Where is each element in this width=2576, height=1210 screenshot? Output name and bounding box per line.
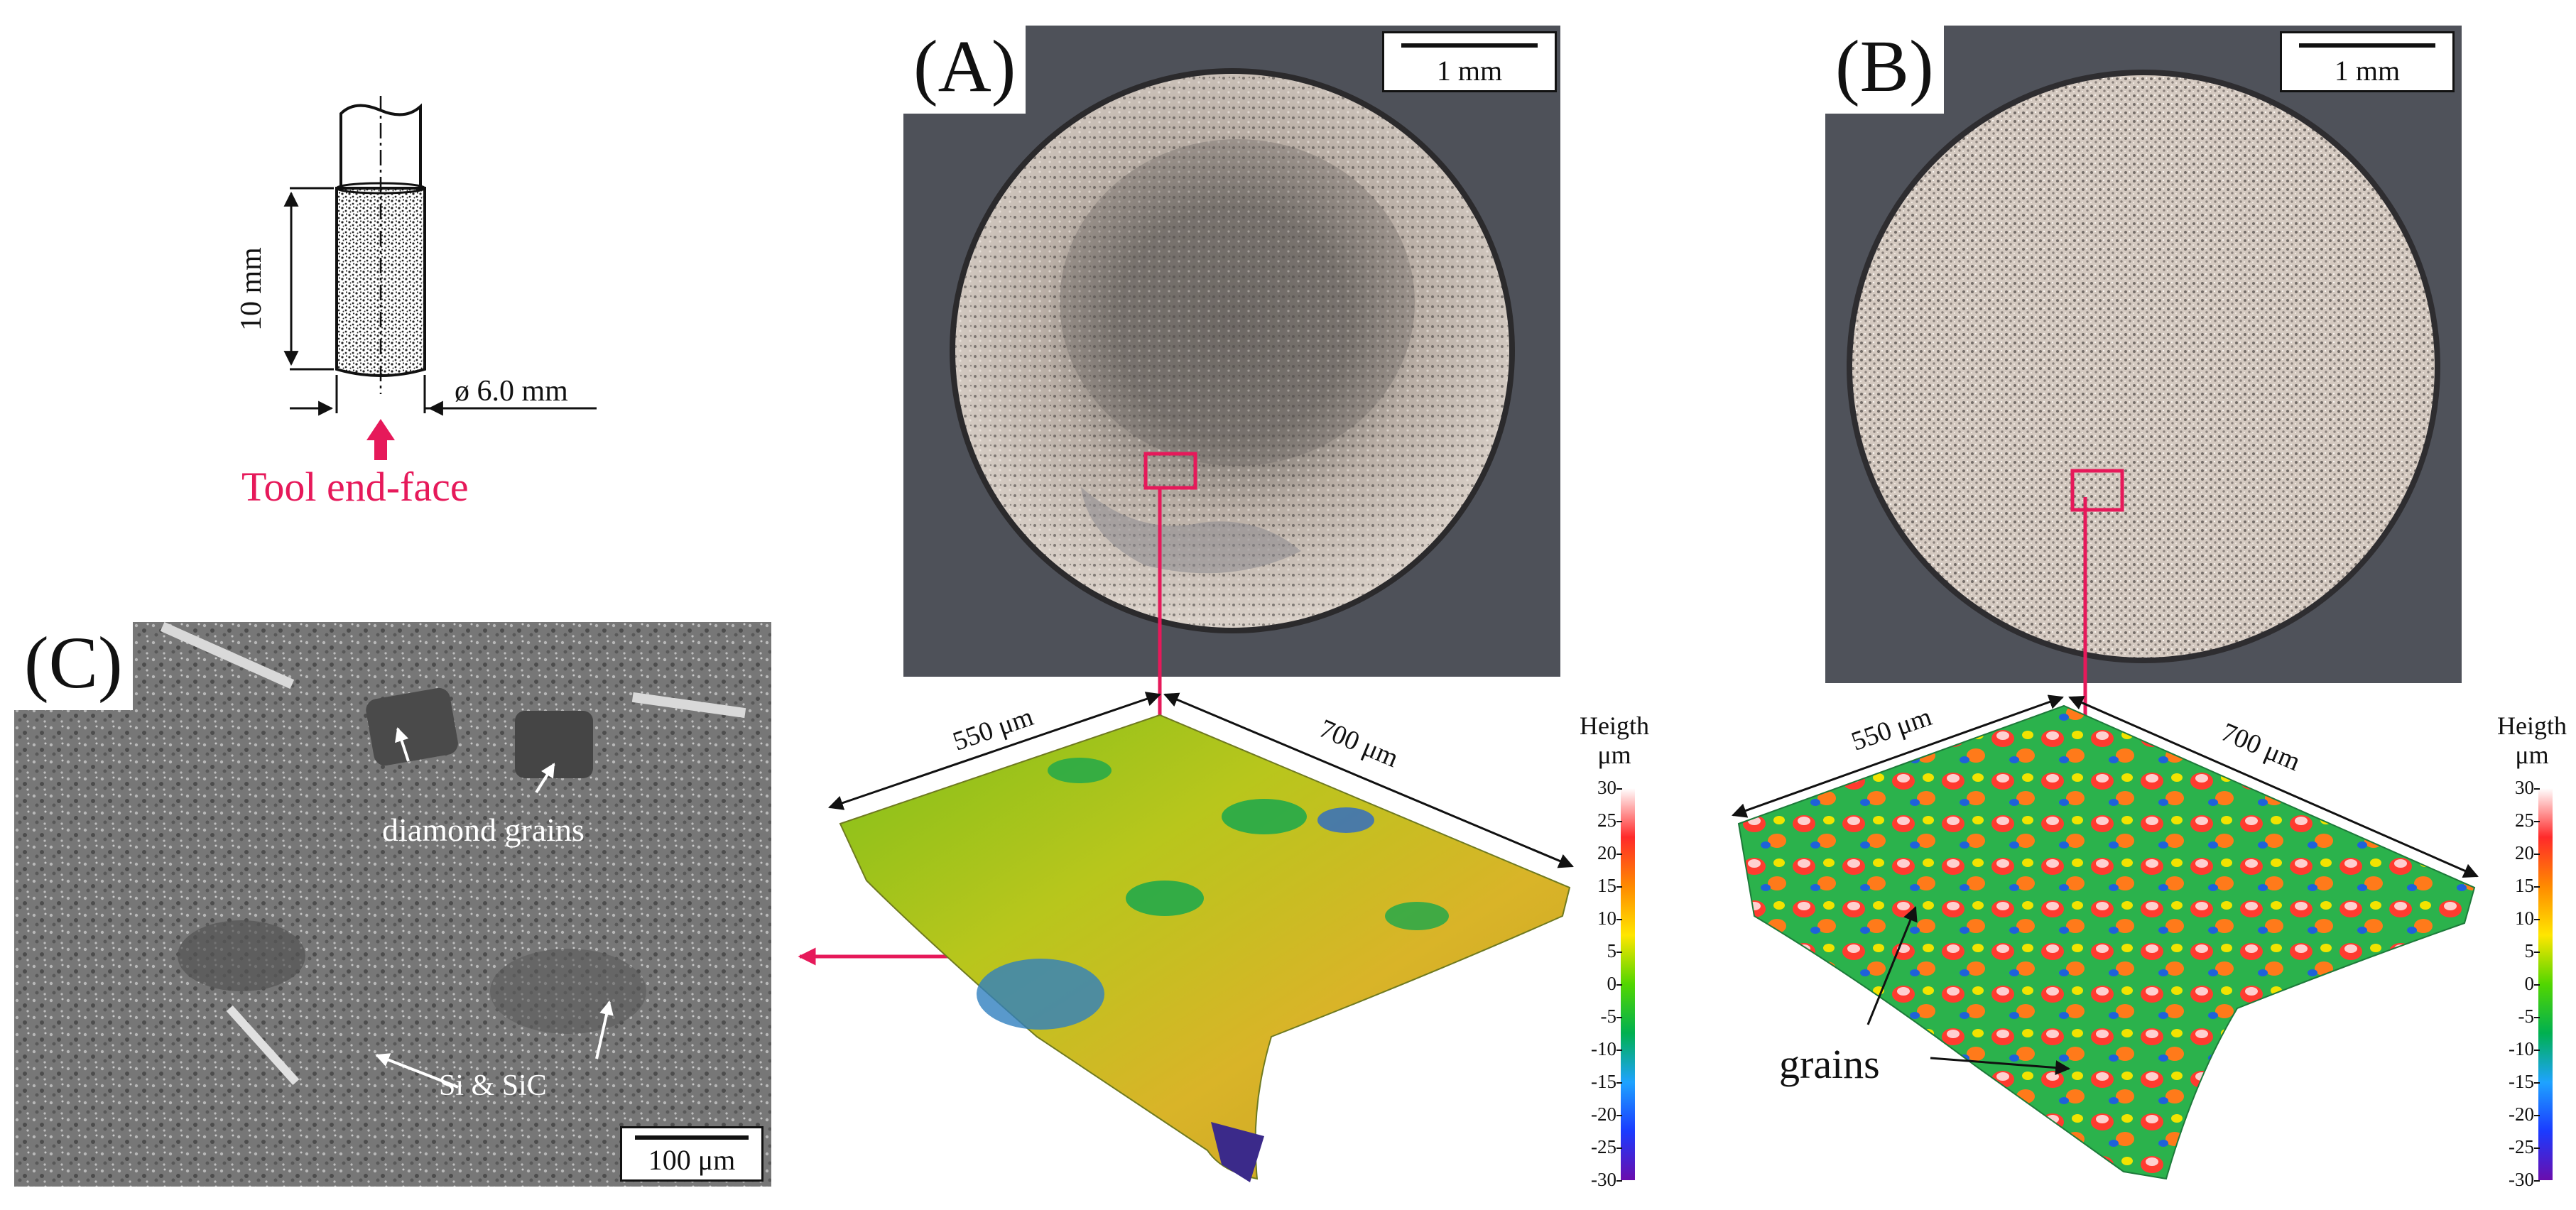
colorbar-tick-mark [2534, 886, 2540, 888]
colorbar-a: Heigth μm 30 25 20 15 10 5 0 -5 -10 -15 -20 -25 -30 [1555, 712, 1649, 1201]
colorbar-tick-mark [1616, 788, 1622, 790]
panel-a-scale-label: 1 mm [1436, 55, 1503, 87]
panel-b-letter: (B) [1825, 26, 1944, 114]
colorbar-tick-mark [2534, 952, 2540, 953]
colorbar-b: Heigth μm 30 25 20 15 10 5 0 -5 -10 -15 -20 -25 -30 [2473, 712, 2567, 1201]
colorbar-tick: 25 [1597, 810, 1616, 831]
colorbar-tick: 10 [1597, 908, 1616, 929]
colorbar-tick-mark [2534, 854, 2540, 855]
colorbar-tick: -5 [2518, 1005, 2535, 1027]
end-face-label: Tool end-face [241, 464, 469, 510]
panel-c-letter: (C) [14, 622, 133, 710]
panel-b-dim-y: 700 μm [2217, 716, 2305, 778]
colorbar-tick-mark [2534, 1148, 2540, 1149]
colorbar-tick: -5 [1600, 1005, 1617, 1027]
end-face-arrow [366, 419, 395, 460]
diameter-label: ø 6.0 mm [455, 375, 568, 408]
panel-b-scalebar: 1 mm [2280, 31, 2455, 92]
panel-a-dim-x: 550 μm [949, 702, 1038, 757]
colorbar-tick-mark [1616, 1082, 1622, 1084]
colorbar-tick-mark [2534, 1180, 2540, 1182]
colorbar-tick-mark [1616, 821, 1622, 822]
colorbar-tick: 30 [2515, 777, 2534, 798]
colorbar-tick-mark [1616, 919, 1622, 920]
grains-label: grains [1779, 1041, 1880, 1087]
colorbar-tick: -15 [1591, 1071, 1616, 1092]
colorbar-tick-mark [2534, 788, 2540, 790]
colorbar-tick: 10 [2515, 908, 2534, 929]
panel-a-photo [903, 26, 1560, 677]
panel-a-letter: (A) [903, 26, 1026, 114]
colorbar-tick-mark [2534, 984, 2540, 986]
colorbar-tick-mark [2534, 919, 2540, 920]
colorbar-tick: 0 [2524, 973, 2535, 994]
colorbar-tick-mark [2534, 821, 2540, 822]
colorbar-tick-mark [2534, 1017, 2540, 1018]
colorbar-a-gradient [1621, 788, 1635, 1180]
colorbar-tick-mark [1616, 854, 1622, 855]
colorbar-tick: 30 [1597, 777, 1616, 798]
colorbar-tick-mark [1616, 952, 1622, 953]
panel-a-dim-y: 700 μm [1315, 713, 1403, 774]
colorbar-tick: 20 [1597, 842, 1616, 863]
tool-grinding-section [335, 187, 426, 377]
colorbar-b-unit: μm [2515, 741, 2549, 770]
length-label: 10 mm [235, 247, 268, 331]
colorbar-a-title: Heigth [1580, 712, 1649, 740]
panel-b-scale-label: 1 mm [2334, 55, 2401, 87]
panel-c-scalebar: 100 μm [620, 1126, 763, 1182]
colorbar-tick-mark [1616, 1050, 1622, 1051]
colorbar-tick: -20 [1591, 1103, 1616, 1125]
colorbar-b-title: Heigth [2497, 712, 2567, 740]
colorbar-b-gradient [2538, 788, 2553, 1180]
colorbar-a-ticks: 30 25 20 15 10 5 0 -5 -10 -15 -20 -25 -30 [1565, 777, 1622, 1190]
colorbar-tick: -25 [2509, 1136, 2534, 1157]
colorbar-tick: -25 [1591, 1136, 1616, 1157]
colorbar-tick: 25 [2515, 810, 2534, 831]
colorbar-tick: 5 [2524, 940, 2535, 961]
colorbar-tick-mark [1616, 1180, 1622, 1182]
colorbar-tick-mark [2534, 1050, 2540, 1051]
colorbar-tick: -20 [2509, 1103, 2534, 1125]
colorbar-tick: -10 [1591, 1038, 1616, 1059]
tool-shank [339, 103, 422, 190]
colorbar-tick: -30 [1591, 1169, 1616, 1190]
panel-b-photo [1825, 26, 2462, 683]
colorbar-tick-mark [1616, 1148, 1622, 1149]
panel-c-sem [14, 622, 771, 1187]
colorbar-b-ticks: 30 25 20 15 10 5 0 -5 -10 -15 -20 -25 -30 [2483, 777, 2540, 1190]
panel-b-dim-x: 550 μm [1847, 702, 1936, 757]
panel-a-scalebar: 1 mm [1382, 31, 1557, 92]
diamond-grains-label: diamond grains [382, 812, 585, 848]
colorbar-tick-mark [1616, 984, 1622, 986]
si-sic-label: Si & SiC [439, 1069, 547, 1102]
colorbar-tick: 5 [1607, 940, 1617, 961]
colorbar-tick: 15 [1597, 875, 1616, 896]
colorbar-tick: -15 [2509, 1071, 2534, 1092]
colorbar-a-unit: μm [1597, 741, 1631, 770]
colorbar-tick-mark [1616, 1017, 1622, 1018]
colorbar-tick: 0 [1607, 973, 1617, 994]
colorbar-tick: -10 [2509, 1038, 2534, 1059]
panel-c-scale-label: 100 μm [648, 1144, 736, 1176]
colorbar-tick-mark [2534, 1082, 2540, 1084]
colorbar-tick: -30 [2509, 1169, 2534, 1190]
colorbar-tick: 20 [2515, 842, 2534, 863]
colorbar-tick-mark [2534, 1115, 2540, 1116]
colorbar-tick: 15 [2515, 875, 2534, 896]
colorbar-tick-mark [1616, 1115, 1622, 1116]
colorbar-tick-mark [1616, 886, 1622, 888]
